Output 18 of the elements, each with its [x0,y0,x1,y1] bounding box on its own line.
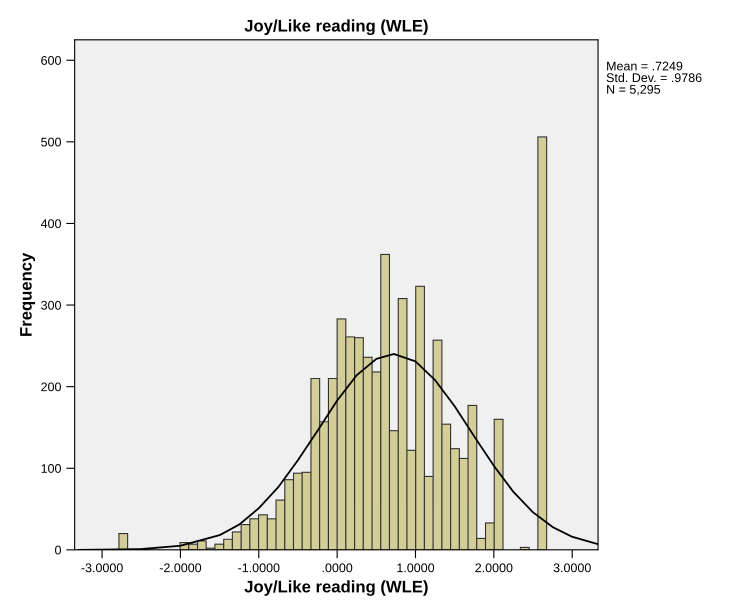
x-tick-label: .0000 [322,563,352,572]
chart-title: Joy/Like reading (WLE) [244,19,428,36]
y-tick-label: 200 [41,382,61,392]
y-tick-label: 300 [41,300,61,310]
x-tick-label: 2.0000 [475,563,512,572]
y-axis-title: Frequency [20,252,36,336]
x-axis-title: Joy/Like reading (WLE) [244,580,428,596]
y-tick-label: 600 [41,56,61,65]
x-tick-label: -3.0000 [81,563,123,572]
y-tick-label: 400 [40,219,61,228]
x-tick-label: 3.0000 [554,563,591,572]
y-tick-label: 100 [42,464,61,473]
x-tick-label: 1.0000 [397,563,434,572]
y-tick-label: 0 [55,546,61,555]
y-tick-label: 500 [41,138,61,146]
x-tick-label: -2.0000 [160,563,202,572]
text: Mean = .7249 Std. Dev. = .9786 N = 5,295 [606,62,702,96]
x-tick-label: -1.0000 [238,563,280,572]
